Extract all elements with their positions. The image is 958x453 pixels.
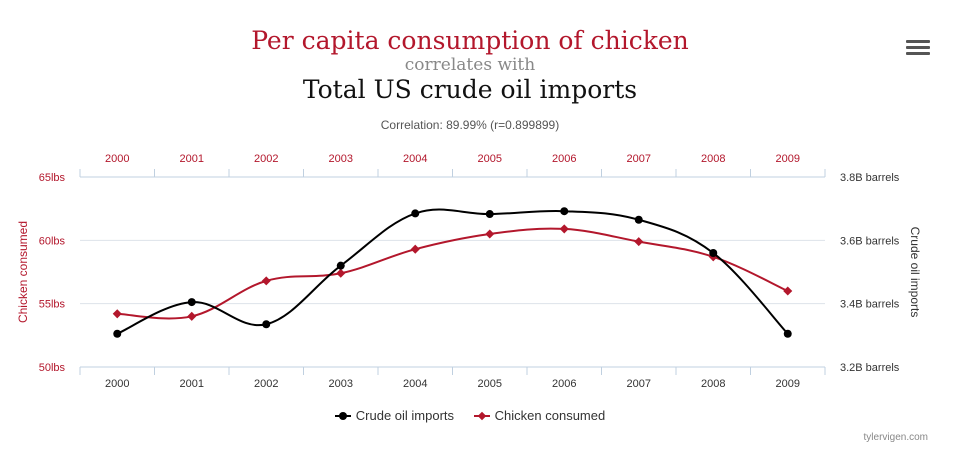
chart-title-connector: correlates with <box>404 55 536 75</box>
hamburger-menu-icon[interactable] <box>906 38 930 58</box>
x-tick-label-top: 2008 <box>701 153 725 165</box>
x-tick-label-bottom: 2008 <box>701 378 725 390</box>
data-point-crude-oil <box>634 215 643 224</box>
x-tick-label-top: 2007 <box>627 153 651 165</box>
data-point-chicken <box>485 229 495 239</box>
y-tick-label-right: 3.6B barrels <box>840 235 900 247</box>
x-tick-label-top: 2006 <box>552 153 576 165</box>
data-point-chicken <box>336 268 346 278</box>
legend-swatch-crude-oil <box>334 410 351 422</box>
y-tick-label-left: 55lbs <box>39 299 66 311</box>
x-tick-label-top: 2003 <box>329 153 353 165</box>
series-line-crude-oil <box>116 208 789 335</box>
data-point-chicken <box>410 244 420 254</box>
y-tick-label-left: 60lbs <box>39 235 66 247</box>
x-tick-label-bottom: 2006 <box>552 378 576 390</box>
data-point-chicken <box>783 286 793 296</box>
x-tick-label-top: 2004 <box>403 153 427 165</box>
y-tick-label-right: 3.4B barrels <box>840 299 900 311</box>
x-tick-label-bottom: 2000 <box>105 378 129 390</box>
y-tick-label-left: 50lbs <box>39 362 66 374</box>
y-tick-label-right: 3.2B barrels <box>840 362 900 374</box>
data-point-crude-oil <box>336 261 345 270</box>
y-tick-label-right: 3.8B barrels <box>840 172 900 184</box>
legend-item-crude-oil[interactable]: Crude oil imports <box>334 408 455 423</box>
legend-item-chicken[interactable]: Chicken consumed <box>473 408 606 423</box>
x-tick-label-bottom: 2009 <box>776 378 800 390</box>
data-point-chicken <box>634 237 644 247</box>
x-tick-label-bottom: 2005 <box>478 378 502 390</box>
x-tick-label-top: 2001 <box>180 153 204 165</box>
series-line-chicken <box>117 227 789 320</box>
y-axis-title-right: Crude oil imports <box>908 227 922 318</box>
x-tick-label-top: 2000 <box>105 153 129 165</box>
chart-title-secondary: Total US crude oil imports <box>302 75 638 104</box>
data-point-crude-oil <box>560 207 569 216</box>
x-tick-label-bottom: 2001 <box>180 378 204 390</box>
x-tick-label-top: 2005 <box>478 153 502 165</box>
data-point-chicken <box>261 276 271 286</box>
data-point-chicken <box>112 309 122 319</box>
data-point-crude-oil <box>411 209 420 218</box>
data-point-chicken <box>559 224 569 234</box>
legend-label-crude-oil: Crude oil imports <box>355 408 455 423</box>
data-point-crude-oil <box>709 249 718 257</box>
x-tick-label-bottom: 2004 <box>403 378 427 390</box>
x-tick-label-bottom: 2007 <box>627 378 651 390</box>
chart-legend: Crude oil imports Chicken consumed <box>0 408 940 425</box>
y-axis-title-left: Chicken consumed <box>16 221 30 323</box>
y-tick-label-left: 65lbs <box>39 172 66 184</box>
legend-label-chicken: Chicken consumed <box>494 408 606 423</box>
x-tick-label-bottom: 2002 <box>254 378 278 390</box>
data-point-crude-oil <box>783 329 792 338</box>
source-credit: tylervigen.com <box>863 432 928 443</box>
x-tick-label-top: 2009 <box>776 153 800 165</box>
data-point-crude-oil <box>187 298 196 307</box>
correlation-text: Correlation: 89.99% (r=0.899899) <box>380 118 560 132</box>
data-point-crude-oil <box>262 320 271 329</box>
x-tick-label-bottom: 2003 <box>329 378 353 390</box>
data-point-crude-oil <box>485 210 494 219</box>
data-point-crude-oil <box>113 329 122 338</box>
data-point-chicken <box>187 311 197 321</box>
legend-swatch-chicken <box>473 410 490 422</box>
chart-title-primary: Per capita consumption of chicken <box>251 26 689 55</box>
x-tick-label-top: 2002 <box>254 153 278 165</box>
